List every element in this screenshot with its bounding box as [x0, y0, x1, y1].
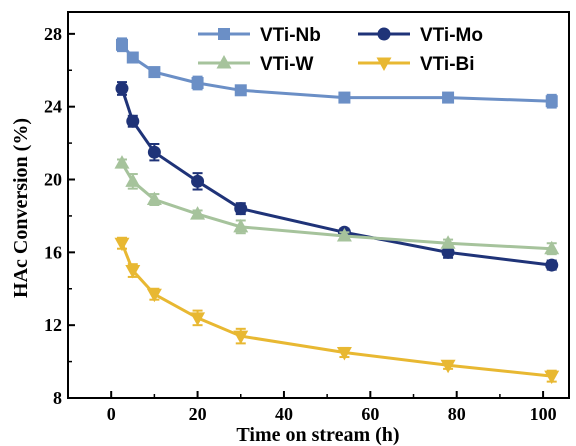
- data-point: [190, 206, 206, 220]
- y-tick-label: 28: [44, 24, 62, 44]
- data-point: [233, 330, 249, 345]
- data-point: [336, 346, 352, 361]
- data-point: [115, 81, 129, 95]
- y-axis-title: HAc Conversion (%): [10, 118, 32, 298]
- data-point: [233, 218, 249, 233]
- data-point: [545, 258, 559, 272]
- data-point: [544, 240, 560, 255]
- x-axis-title: Time on stream (h): [236, 424, 399, 446]
- data-point: [126, 114, 140, 128]
- data-point: [441, 245, 455, 259]
- data-point: [338, 91, 351, 104]
- data-point: [126, 51, 139, 64]
- data-point: [440, 235, 456, 249]
- plot-frame: [67, 11, 570, 399]
- y-tick-label: 20: [44, 170, 62, 190]
- legend-marker: [218, 28, 230, 40]
- y-tick-label: 8: [53, 388, 62, 408]
- data-point: [147, 145, 161, 159]
- data-point: [440, 359, 456, 374]
- legend-item-vti-bi: VTi-Bi: [358, 54, 475, 75]
- data-point: [191, 174, 205, 188]
- legend-marker: [376, 57, 392, 71]
- data-point: [545, 95, 558, 108]
- x-tick-label: 60: [361, 404, 379, 424]
- y-tick-label: 12: [44, 315, 62, 335]
- series-layer: [114, 37, 560, 385]
- data-point: [234, 202, 248, 216]
- y-tick-label: 24: [44, 97, 62, 117]
- legend-item-vti-nb: VTi-Nb: [198, 25, 321, 46]
- legend-label: VTi-Bi: [420, 54, 475, 75]
- data-point: [115, 38, 128, 51]
- legend-item-vti-mo: VTi-Mo: [358, 25, 483, 46]
- x-tick-label: 20: [189, 404, 207, 424]
- legend-marker: [216, 55, 232, 69]
- data-point: [190, 312, 206, 326]
- legend-label: VTi-W: [260, 54, 314, 75]
- x-tick-label: 40: [275, 404, 293, 424]
- legend-label: VTi-Nb: [260, 25, 321, 46]
- data-point: [114, 237, 130, 252]
- data-point: [125, 265, 141, 279]
- axis-ticks: 0 20 40 60 80 100 8 12 16 20 24 28: [44, 24, 557, 424]
- data-point: [125, 173, 141, 187]
- series-line: [120, 162, 552, 251]
- legend: VTi-Nb VTi-Mo VTi-W VTi-Bi: [198, 25, 483, 75]
- x-tick-label: 0: [107, 404, 116, 424]
- data-point: [544, 370, 560, 385]
- series-line: [120, 43, 552, 103]
- legend-marker: [377, 27, 391, 41]
- data-point: [114, 155, 130, 169]
- y-tick-label: 16: [44, 242, 62, 262]
- series-line: [120, 88, 552, 267]
- data-point: [234, 84, 247, 97]
- data-point: [442, 91, 455, 104]
- series-line: [120, 242, 552, 378]
- data-point: [191, 77, 204, 90]
- data-point: [146, 288, 162, 303]
- series-vti-w: [114, 155, 560, 256]
- x-tick-label: 80: [448, 404, 466, 424]
- data-point: [336, 227, 352, 242]
- data-point: [148, 66, 161, 79]
- legend-label: VTi-Mo: [420, 25, 483, 46]
- data-point: [146, 191, 162, 206]
- series-vti-nb: [115, 37, 558, 109]
- series-vti-mo: [115, 81, 559, 272]
- x-tick-label: 100: [530, 404, 557, 424]
- legend-item-vti-w: VTi-W: [198, 54, 314, 75]
- series-vti-bi: [114, 236, 560, 385]
